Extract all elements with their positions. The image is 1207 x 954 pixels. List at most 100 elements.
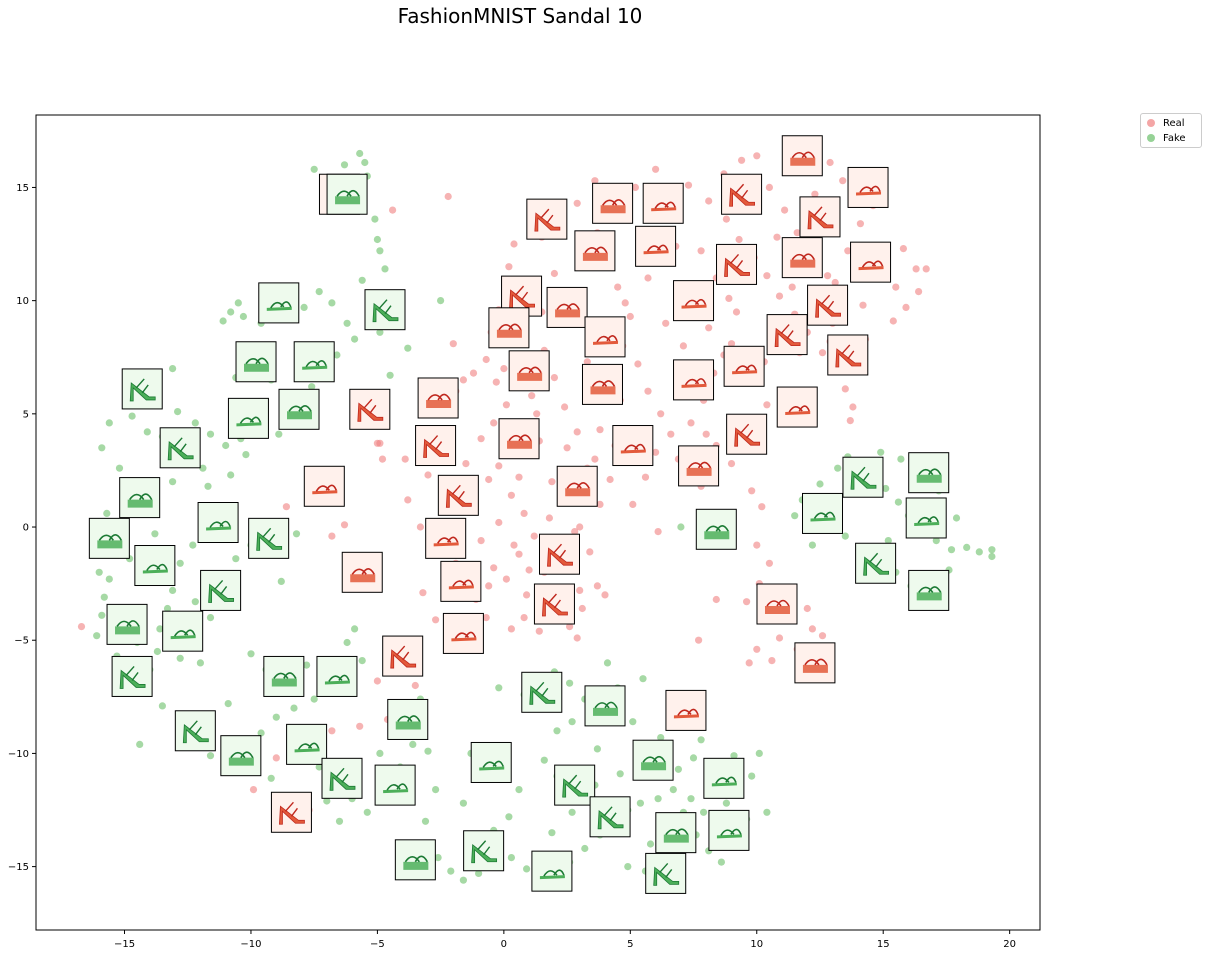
point-fake bbox=[151, 530, 159, 538]
sandal-strap-icon bbox=[859, 185, 881, 193]
sandal-strap-icon bbox=[173, 629, 196, 637]
wedge-sandal-icon bbox=[686, 467, 712, 476]
thumbnail-frame bbox=[374, 764, 416, 806]
point-fake bbox=[361, 158, 369, 167]
sandal-icon bbox=[302, 365, 328, 370]
sandal-icon bbox=[620, 449, 646, 454]
sandal-strap-icon bbox=[477, 840, 491, 856]
sandal-strap-icon bbox=[543, 869, 565, 877]
sandal-icon bbox=[651, 207, 677, 212]
thumbnail-real bbox=[721, 173, 763, 215]
sandal-strap-icon bbox=[535, 681, 549, 697]
thumbnail-real bbox=[556, 465, 598, 507]
thumbnail-frame bbox=[415, 425, 457, 467]
sandal-strap-icon bbox=[766, 599, 790, 607]
point-fake bbox=[677, 523, 685, 531]
sandal-icon bbox=[266, 306, 292, 311]
sandal-strap-icon bbox=[98, 534, 123, 541]
thumbnail-fake bbox=[703, 757, 745, 799]
point-real bbox=[573, 428, 581, 436]
point-real bbox=[712, 595, 720, 604]
point-real bbox=[695, 636, 703, 644]
point-fake bbox=[224, 700, 232, 708]
thumbnail-fake bbox=[908, 569, 950, 611]
point-real bbox=[763, 401, 771, 409]
thumbnail-frame bbox=[807, 284, 849, 326]
thumbnail-fake bbox=[554, 764, 596, 806]
thumbnail-frame bbox=[908, 569, 950, 611]
point-real bbox=[768, 657, 776, 665]
point-fake bbox=[206, 430, 215, 438]
point-fake bbox=[808, 541, 817, 549]
point-fake bbox=[98, 444, 106, 452]
point-real bbox=[550, 374, 559, 382]
point-real bbox=[490, 564, 498, 572]
thumbnail-real bbox=[781, 135, 823, 177]
point-real bbox=[839, 177, 847, 185]
plot-frame bbox=[35, 114, 1041, 931]
sandal-icon bbox=[451, 637, 477, 642]
sandal-strap-icon bbox=[591, 380, 616, 387]
wedge-sandal-icon bbox=[228, 757, 254, 766]
sandal-strap-icon bbox=[552, 543, 567, 559]
point-fake bbox=[548, 829, 556, 837]
thumbnail-real bbox=[546, 286, 588, 328]
point-real bbox=[505, 263, 513, 271]
thumbnail-real bbox=[723, 345, 765, 387]
sandal-icon bbox=[324, 680, 350, 685]
point-fake bbox=[437, 297, 445, 305]
point-real bbox=[373, 677, 381, 685]
thumbnail-fake bbox=[584, 685, 626, 727]
point-real bbox=[571, 528, 579, 536]
point-fake bbox=[616, 770, 624, 778]
thumbnail-fake bbox=[263, 655, 305, 697]
point-fake bbox=[988, 546, 996, 554]
sandal-strap-icon bbox=[715, 776, 737, 784]
thumbnail-real bbox=[508, 350, 550, 392]
point-real bbox=[775, 634, 784, 642]
wedge-sandal-icon bbox=[335, 196, 361, 205]
point-real bbox=[378, 455, 387, 463]
point-real bbox=[328, 532, 336, 540]
sandal-icon bbox=[673, 714, 699, 719]
thumbnail-frame bbox=[538, 533, 580, 575]
sandal-icon bbox=[732, 370, 758, 375]
point-fake bbox=[163, 604, 172, 613]
point-fake bbox=[424, 747, 432, 755]
point-fake bbox=[176, 559, 184, 567]
wedge-sandal-icon bbox=[271, 678, 297, 687]
point-fake bbox=[105, 575, 113, 583]
point-fake bbox=[153, 647, 161, 656]
point-real bbox=[606, 475, 614, 484]
thumbnail-real bbox=[349, 388, 391, 430]
thumbnail-frame bbox=[174, 710, 216, 752]
point-real bbox=[548, 478, 556, 486]
thumbnail-real bbox=[415, 425, 457, 467]
thumbnail-fake bbox=[645, 852, 687, 894]
point-fake bbox=[98, 611, 106, 619]
point-fake bbox=[333, 351, 341, 359]
point-fake bbox=[206, 614, 215, 622]
point-real bbox=[889, 317, 897, 325]
thumbnail-frame bbox=[349, 388, 391, 430]
point-fake bbox=[204, 482, 212, 490]
point-real bbox=[424, 471, 432, 479]
thumbnail-fake bbox=[159, 427, 201, 469]
point-real bbox=[727, 340, 736, 348]
point-real bbox=[841, 385, 849, 393]
thumbnail-frame bbox=[88, 517, 130, 559]
point-real bbox=[586, 548, 594, 556]
wedge-sandal-icon bbox=[496, 329, 522, 338]
thumbnail-real bbox=[642, 182, 684, 224]
thumbnail-real bbox=[533, 583, 575, 625]
thumbnail-fake bbox=[521, 671, 563, 713]
sandal-icon bbox=[810, 517, 836, 522]
thumbnail-fake bbox=[463, 830, 505, 872]
sandal-strap-icon bbox=[841, 344, 855, 360]
legend-marker-fake bbox=[1147, 134, 1155, 142]
point-fake bbox=[292, 530, 301, 538]
point-fake bbox=[932, 537, 940, 545]
sandal-icon bbox=[716, 834, 742, 839]
sandal-icon bbox=[593, 340, 619, 345]
point-fake bbox=[277, 577, 285, 586]
